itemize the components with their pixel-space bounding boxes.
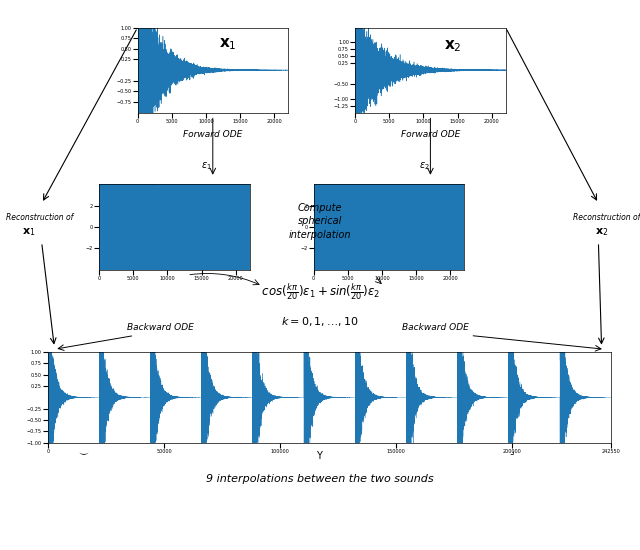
Text: $\mathbf{x}_2$: $\mathbf{x}_2$ [595, 226, 609, 238]
Text: $\mathbf{x}_1$: $\mathbf{x}_1$ [219, 37, 237, 52]
Text: 9 interpolations between the two sounds: 9 interpolations between the two sounds [206, 474, 434, 483]
Text: $\lrcorner$: $\lrcorner$ [509, 447, 515, 457]
Text: $\epsilon_2$: $\epsilon_2$ [419, 161, 429, 172]
Text: $\mathbf{x}_2$: $\mathbf{x}_2$ [444, 39, 462, 54]
Text: Reconstruction of: Reconstruction of [573, 213, 640, 222]
Text: Forward ODE: Forward ODE [401, 130, 460, 139]
Text: $\, cos(\frac{k\pi}{20})\epsilon_1 + sin(\frac{k\pi}{20})\epsilon_2$: $\, cos(\frac{k\pi}{20})\epsilon_1 + sin… [260, 281, 380, 302]
Text: $\epsilon_1$: $\epsilon_1$ [201, 161, 212, 172]
Text: $\smile$: $\smile$ [77, 447, 90, 457]
Text: Compute
spherical
interpolation: Compute spherical interpolation [289, 203, 351, 240]
Text: $k=0,1,\ldots,10$: $k=0,1,\ldots,10$ [281, 315, 359, 328]
Text: Backward ODE: Backward ODE [402, 323, 468, 332]
Text: Forward ODE: Forward ODE [183, 130, 243, 139]
Text: Reconstruction of: Reconstruction of [6, 213, 74, 222]
Text: Backward ODE: Backward ODE [127, 323, 193, 332]
Text: $\mathbf{x}_1$: $\mathbf{x}_1$ [22, 226, 36, 238]
Text: $\Upsilon$: $\Upsilon$ [316, 449, 324, 461]
